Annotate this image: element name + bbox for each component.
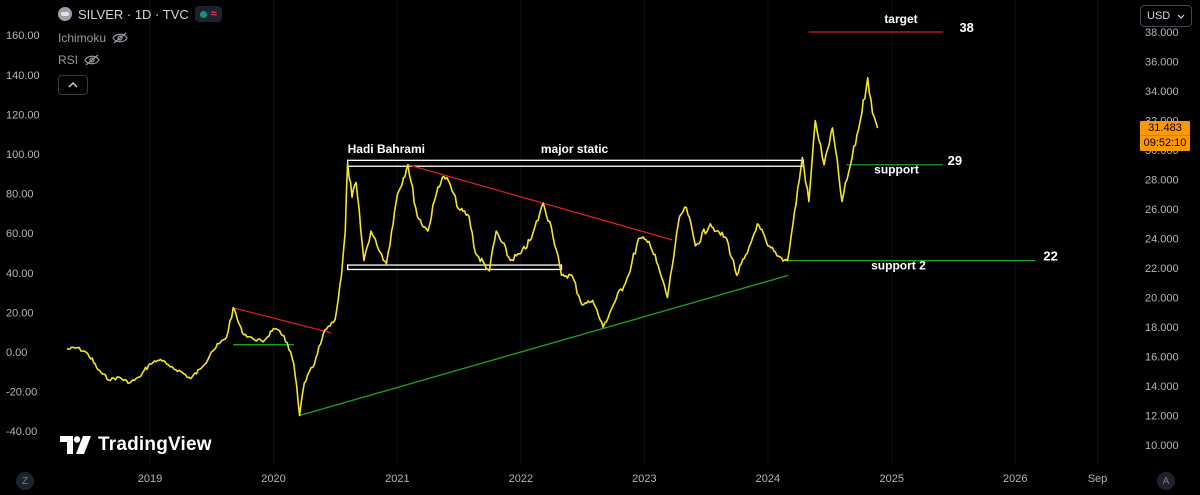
annotations: Hadi Bahrami major static target 38 support 2…: [348, 12, 1058, 272]
left-axis-tick-label: 140.00: [6, 70, 40, 82]
market-status-badge[interactable]: ≈: [194, 6, 222, 22]
current-price-value: 31.483: [1148, 122, 1182, 134]
major-static-label: major static: [541, 142, 609, 156]
left-axis-tick-label: -20.00: [6, 387, 37, 399]
right-axis-tick-label: 18.000: [1145, 322, 1179, 334]
indicator-ichimoku[interactable]: Ichimoku: [58, 31, 128, 45]
target-label: target: [884, 12, 917, 26]
left-axis-tick-label: 0.00: [6, 347, 27, 359]
lower-static-zone: [346, 264, 563, 271]
left-axis-tick-label: 80.00: [6, 189, 34, 201]
time-axis-tick-label: 2019: [138, 473, 162, 485]
currency-selected-value: USD: [1147, 10, 1171, 22]
author-label: Hadi Bahrami: [348, 142, 425, 156]
chevron-down-icon: [1177, 14, 1185, 19]
eye-crossed-icon[interactable]: [112, 32, 128, 44]
tradingview-logo-icon: [60, 436, 91, 454]
time-axis-tick-label: 2023: [632, 473, 656, 485]
market-open-dot-icon: [199, 10, 207, 18]
left-axis-tick-label: 40.00: [6, 268, 34, 280]
resistance-trendline-major: [407, 164, 673, 241]
indicator-ichimoku-label: Ichimoku: [58, 31, 107, 45]
right-axis-tick-label: 22.000: [1145, 263, 1179, 275]
major-static-zone: [346, 159, 805, 167]
time-axis-tick-label: 2021: [385, 473, 409, 485]
right-axis-tick-label: 26.000: [1145, 204, 1179, 216]
resistance-trendline-2019: [233, 307, 332, 334]
right-price-axis[interactable]: 38.00036.00034.00032.00030.00028.00026.0…: [1145, 27, 1179, 452]
right-axis-tick-label: 10.000: [1145, 440, 1179, 452]
eye-crossed-icon[interactable]: [84, 54, 100, 66]
grid: [149, 0, 1099, 465]
indicator-rsi-label: RSI: [58, 53, 79, 67]
support-2-value: 22: [1043, 249, 1057, 264]
left-price-axis: 160.00 140.00 120.00 100.00 80.00 60.00 40.00 2…: [6, 30, 40, 438]
right-axis-tick-label: 34.000: [1145, 86, 1179, 98]
tradingview-logo[interactable]: TradingView: [60, 434, 212, 456]
left-axis-tick-label: -40.00: [6, 426, 37, 438]
right-axis-tick-label: 14.000: [1145, 381, 1179, 393]
auto-scale-right-button[interactable]: A: [1157, 472, 1175, 490]
right-axis-tick-label: 38.000: [1145, 27, 1179, 39]
left-axis-tick-label: 20.00: [6, 307, 34, 319]
right-axis-tick-label: 12.000: [1145, 411, 1179, 423]
right-axis-tick-label: 24.000: [1145, 234, 1179, 246]
time-axis-tick-label: Sep: [1088, 473, 1108, 485]
corner-right-label: A: [1162, 475, 1170, 487]
corner-left-label: Z: [21, 475, 29, 487]
target-value: 38: [959, 20, 973, 35]
collapse-legend-button[interactable]: [58, 75, 88, 95]
rising-support-trendline: [299, 274, 789, 417]
left-axis-tick-label: 60.00: [6, 228, 34, 240]
price-series-line: [66, 76, 879, 417]
chevron-up-icon: [68, 82, 78, 88]
tradingview-logo-text: TradingView: [98, 434, 212, 455]
time-axis-tick-label: 2020: [261, 473, 285, 485]
current-price-tag: 31.483 09:52:10: [1140, 121, 1190, 151]
time-axis-tick-label: 2022: [509, 473, 533, 485]
symbol-legend[interactable]: SILVER · 1D · TVC ≈: [58, 6, 222, 22]
drawings: [233, 31, 1036, 417]
left-axis-tick-label: 100.00: [6, 149, 40, 161]
currency-select[interactable]: USD: [1140, 5, 1192, 27]
right-axis-tick-label: 16.000: [1145, 352, 1179, 364]
support-label: support: [874, 163, 919, 177]
time-axis[interactable]: 2019 2020 2021 2022 2023 2024 2025 2026 Sep: [138, 473, 1108, 485]
time-axis-tick-label: 2026: [1003, 473, 1027, 485]
right-axis-tick-label: 20.000: [1145, 293, 1179, 305]
right-axis-tick-label: 36.000: [1145, 57, 1179, 69]
time-axis-tick-label: 2025: [880, 473, 904, 485]
bar-countdown: 09:52:10: [1140, 135, 1190, 150]
indicator-rsi[interactable]: RSI: [58, 53, 100, 67]
right-axis-tick-label: 28.000: [1145, 175, 1179, 187]
support-value: 29: [948, 153, 962, 168]
symbol-title[interactable]: SILVER · 1D · TVC: [78, 6, 189, 22]
support-2-label: support 2: [871, 258, 926, 272]
left-axis-tick-label: 160.00: [6, 30, 40, 42]
time-axis-tick-label: 2024: [756, 473, 780, 485]
silver-symbol-logo-icon: [58, 7, 72, 21]
auto-scale-left-button[interactable]: Z: [16, 472, 34, 490]
left-axis-tick-label: 120.00: [6, 109, 40, 121]
market-status-wave-icon: ≈: [210, 7, 217, 20]
